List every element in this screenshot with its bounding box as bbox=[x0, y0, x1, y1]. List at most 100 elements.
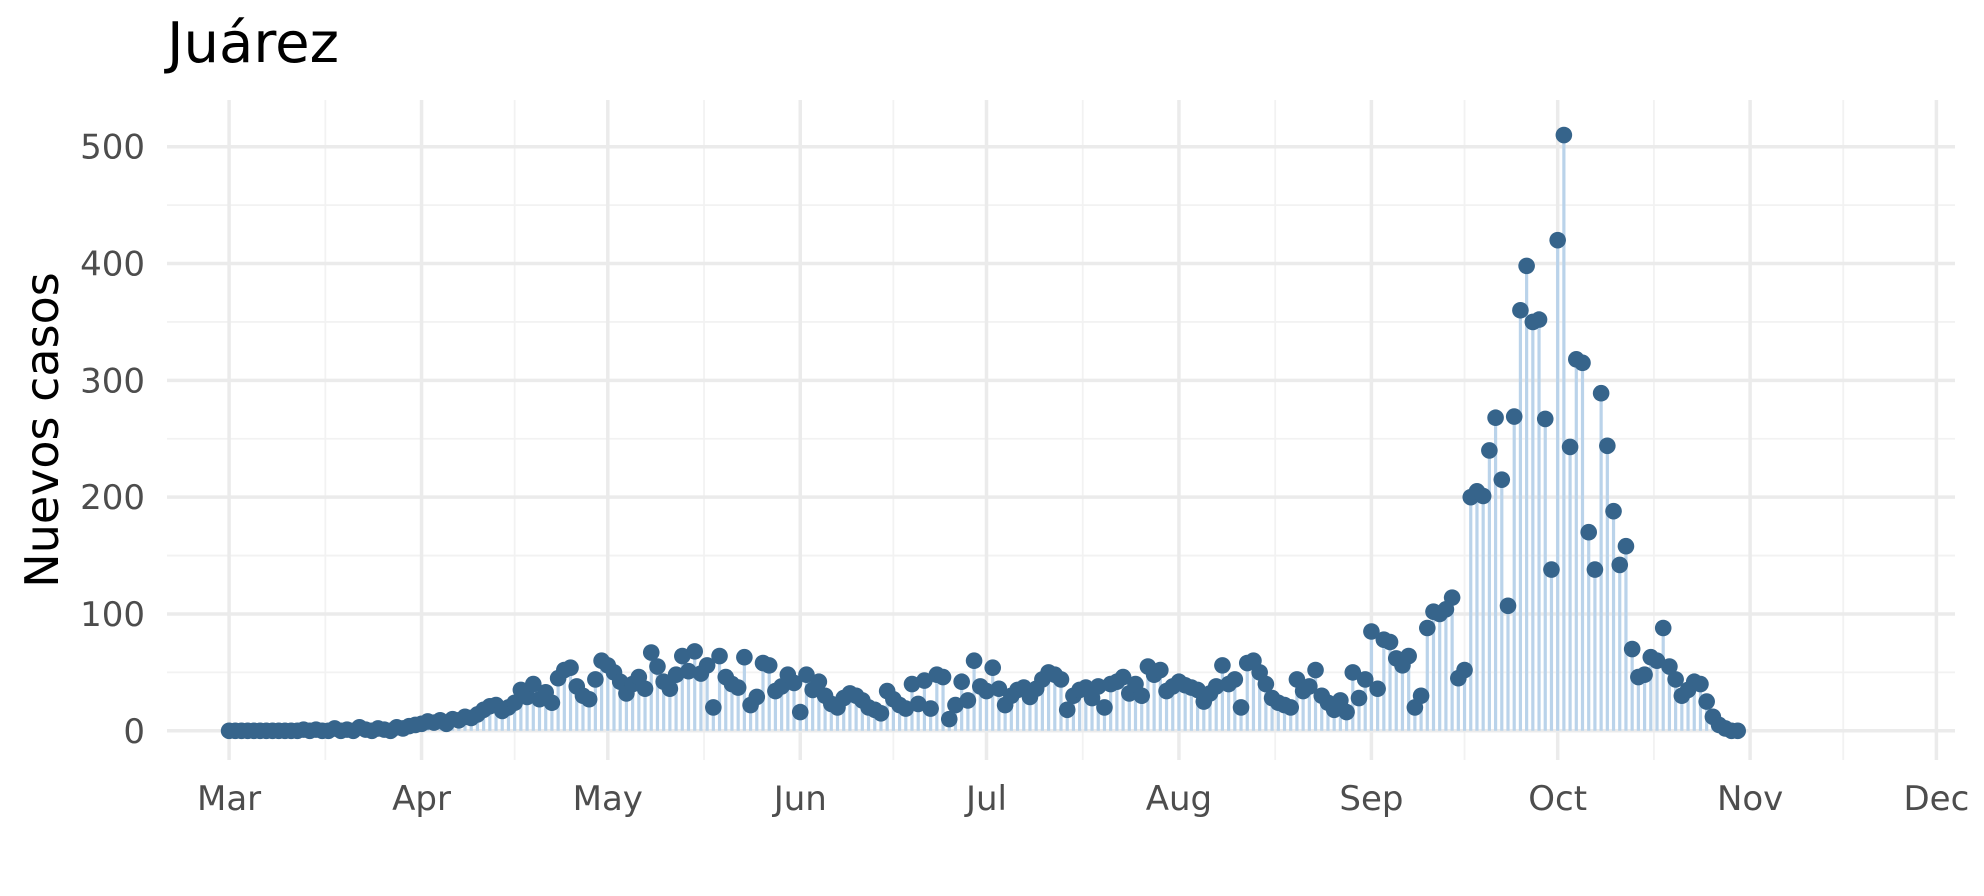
data-point bbox=[1257, 675, 1275, 693]
data-point bbox=[1555, 126, 1573, 144]
data-point bbox=[1214, 657, 1231, 674]
data-point bbox=[1344, 664, 1362, 681]
data-point bbox=[1611, 556, 1629, 574]
y-axis-ticks: 0 100 200 300 400 500 bbox=[80, 128, 145, 752]
data-point bbox=[940, 710, 958, 728]
data-point bbox=[760, 657, 778, 674]
data-point bbox=[1599, 437, 1616, 455]
data-point bbox=[705, 699, 722, 716]
data-point bbox=[1543, 561, 1560, 578]
data-point bbox=[1338, 703, 1355, 721]
data-point bbox=[1412, 687, 1430, 705]
data-point bbox=[1052, 671, 1070, 688]
data-point bbox=[1058, 701, 1076, 719]
data-point bbox=[1400, 647, 1417, 665]
data-point bbox=[798, 666, 815, 684]
data-point bbox=[686, 643, 704, 660]
data-point bbox=[711, 647, 728, 665]
data-point bbox=[1499, 597, 1517, 615]
data-point bbox=[1207, 678, 1225, 695]
data-point bbox=[1617, 537, 1635, 555]
data-point bbox=[1487, 409, 1504, 427]
data-point bbox=[1536, 410, 1554, 428]
data-point bbox=[916, 672, 933, 689]
data-point bbox=[1481, 442, 1498, 459]
series-stems bbox=[301, 135, 1727, 731]
data-point bbox=[729, 679, 747, 696]
data-point bbox=[698, 657, 716, 674]
y-tick-label: 400 bbox=[80, 245, 145, 285]
data-point bbox=[1692, 675, 1709, 693]
data-point bbox=[1456, 661, 1473, 679]
data-point bbox=[649, 658, 666, 675]
data-point bbox=[1133, 687, 1151, 705]
y-tick-label: 200 bbox=[80, 478, 145, 518]
x-tick-label: Nov bbox=[1717, 779, 1783, 819]
x-tick-label: Sep bbox=[1339, 779, 1403, 819]
data-point bbox=[1474, 487, 1492, 505]
series-points bbox=[220, 126, 1747, 740]
x-tick-label: Mar bbox=[197, 779, 261, 819]
y-tick-label: 0 bbox=[123, 712, 145, 752]
data-point bbox=[587, 671, 604, 688]
y-tick-label: 500 bbox=[80, 128, 145, 168]
data-point bbox=[1350, 689, 1368, 707]
x-tick-label: Oct bbox=[1528, 779, 1587, 819]
data-point bbox=[1505, 408, 1523, 425]
minor-gridlines bbox=[167, 100, 1955, 760]
x-axis-ticks: Mar Apr May Jun Jul Aug Sep Oct Nov Dec bbox=[197, 779, 1969, 819]
data-point bbox=[1356, 671, 1374, 688]
data-point bbox=[1623, 640, 1641, 658]
data-point bbox=[934, 668, 952, 686]
data-point bbox=[1226, 671, 1244, 688]
data-point bbox=[922, 700, 939, 717]
data-point bbox=[990, 680, 1008, 698]
data-point bbox=[1592, 384, 1610, 402]
data-point bbox=[1369, 680, 1386, 698]
major-gridlines bbox=[167, 100, 1955, 760]
data-point bbox=[1301, 678, 1318, 695]
data-point bbox=[872, 704, 890, 722]
data-point bbox=[736, 648, 753, 666]
data-point bbox=[1605, 502, 1622, 520]
data-point bbox=[1648, 652, 1666, 670]
data-point bbox=[1561, 438, 1579, 456]
data-point bbox=[1586, 561, 1604, 578]
data-point bbox=[680, 662, 697, 680]
x-tick-label: Dec bbox=[1903, 779, 1969, 819]
data-point bbox=[1096, 699, 1113, 716]
data-point bbox=[1698, 693, 1715, 710]
data-point bbox=[810, 673, 828, 691]
x-tick-label: Jun bbox=[772, 779, 827, 819]
data-point bbox=[1232, 699, 1250, 716]
data-point bbox=[524, 675, 542, 693]
data-point bbox=[1381, 633, 1399, 651]
data-point bbox=[1282, 699, 1300, 716]
data-point bbox=[1729, 722, 1747, 740]
data-point bbox=[661, 680, 679, 698]
data-point bbox=[791, 703, 809, 721]
data-point bbox=[1518, 257, 1535, 275]
data-point bbox=[642, 644, 660, 661]
chart-title: Juárez bbox=[164, 11, 339, 76]
data-point bbox=[1667, 671, 1684, 688]
data-point bbox=[562, 659, 579, 677]
data-point bbox=[959, 692, 977, 709]
data-point bbox=[1418, 619, 1436, 637]
data-point bbox=[1307, 661, 1324, 679]
data-point bbox=[984, 659, 1002, 677]
data-point bbox=[1661, 658, 1678, 675]
data-point bbox=[1363, 623, 1380, 640]
y-axis-label: Nuevos casos bbox=[15, 272, 69, 587]
data-point bbox=[1530, 311, 1548, 328]
x-tick-label: Apr bbox=[392, 779, 451, 819]
data-point bbox=[1654, 619, 1672, 637]
data-point bbox=[965, 652, 983, 670]
data-point bbox=[580, 690, 598, 708]
data-point bbox=[1574, 354, 1591, 372]
data-point bbox=[1549, 231, 1566, 249]
x-tick-label: May bbox=[573, 779, 643, 819]
data-point bbox=[1443, 589, 1461, 606]
y-tick-label: 300 bbox=[80, 361, 145, 401]
